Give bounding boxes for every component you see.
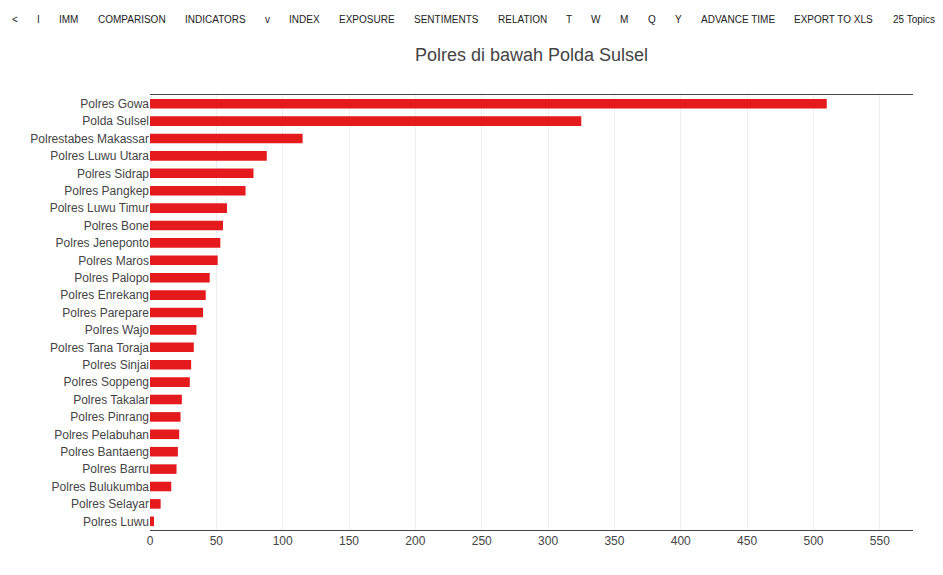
svg-text:<: < xyxy=(12,14,18,25)
svg-text:Polrestabes Makassar: Polrestabes Makassar xyxy=(30,132,149,146)
svg-text:Polres Wajo: Polres Wajo xyxy=(85,323,150,337)
svg-text:Polres Pinrang: Polres Pinrang xyxy=(70,410,149,424)
svg-text:Polres di bawah Polda Sulsel: Polres di bawah Polda Sulsel xyxy=(415,45,648,65)
svg-text:W: W xyxy=(591,14,601,25)
svg-text:100: 100 xyxy=(273,534,293,548)
svg-text:Polres Pelabuhan: Polres Pelabuhan xyxy=(54,428,149,442)
svg-text:Polres Bantaeng: Polres Bantaeng xyxy=(60,445,149,459)
svg-text:Polres Sidrap: Polres Sidrap xyxy=(77,167,149,181)
svg-text:Polres Gowa: Polres Gowa xyxy=(80,97,149,111)
svg-text:IMM: IMM xyxy=(59,14,78,25)
svg-text:Polres Selayar: Polres Selayar xyxy=(71,497,149,511)
svg-text:350: 350 xyxy=(604,534,624,548)
svg-text:250: 250 xyxy=(472,534,492,548)
svg-text:INDICATORS: INDICATORS xyxy=(185,14,246,25)
svg-text:Polres Luwu: Polres Luwu xyxy=(83,515,149,529)
svg-text:300: 300 xyxy=(538,534,558,548)
svg-text:Polda Sulsel: Polda Sulsel xyxy=(82,114,149,128)
svg-text:RELATION: RELATION xyxy=(498,14,547,25)
svg-text:T: T xyxy=(566,14,572,25)
svg-text:INDEX: INDEX xyxy=(289,14,320,25)
svg-text:Polres Pangkep: Polres Pangkep xyxy=(64,184,149,198)
svg-text:500: 500 xyxy=(803,534,823,548)
svg-text:EXPOSURE: EXPOSURE xyxy=(339,14,395,25)
svg-text:0: 0 xyxy=(147,534,154,548)
svg-text:Polres Maros: Polres Maros xyxy=(78,253,149,267)
svg-text:Polres Palopo: Polres Palopo xyxy=(74,271,149,285)
svg-text:Polres Jeneponto: Polres Jeneponto xyxy=(56,236,150,250)
svg-text:Polres Tana Toraja: Polres Tana Toraja xyxy=(50,341,149,355)
svg-text:50: 50 xyxy=(210,534,224,548)
svg-text:Y: Y xyxy=(675,14,682,25)
svg-text:COMPARISON: COMPARISON xyxy=(98,14,166,25)
svg-text:Polres Sinjai: Polres Sinjai xyxy=(82,358,149,372)
svg-text:Polres Bone: Polres Bone xyxy=(84,219,150,233)
svg-text:ADVANCE TIME: ADVANCE TIME xyxy=(701,14,775,25)
svg-text:25 Topics: 25 Topics xyxy=(893,14,935,25)
svg-text:Polres Soppeng: Polres Soppeng xyxy=(64,375,149,389)
svg-text:Polres Barru: Polres Barru xyxy=(82,462,149,476)
svg-text:Polres Luwu Utara: Polres Luwu Utara xyxy=(50,149,149,163)
svg-text:SENTIMENTS: SENTIMENTS xyxy=(414,14,479,25)
svg-text:Q: Q xyxy=(648,14,656,25)
svg-text:M: M xyxy=(620,14,628,25)
svg-text:550: 550 xyxy=(870,534,890,548)
svg-text:Polres Takalar: Polres Takalar xyxy=(73,393,149,407)
svg-text:Polres Parepare: Polres Parepare xyxy=(62,306,149,320)
svg-text:Polres Enrekang: Polres Enrekang xyxy=(60,288,149,302)
svg-text:Polres Luwu Timur: Polres Luwu Timur xyxy=(50,201,149,215)
svg-text:450: 450 xyxy=(737,534,757,548)
svg-text:I: I xyxy=(37,14,40,25)
svg-text:Polres Bulukumba: Polres Bulukumba xyxy=(52,480,150,494)
svg-text:v: v xyxy=(265,14,270,25)
svg-text:400: 400 xyxy=(671,534,691,548)
svg-text:EXPORT TO XLS: EXPORT TO XLS xyxy=(794,14,873,25)
svg-text:150: 150 xyxy=(339,534,359,548)
svg-text:200: 200 xyxy=(405,534,425,548)
